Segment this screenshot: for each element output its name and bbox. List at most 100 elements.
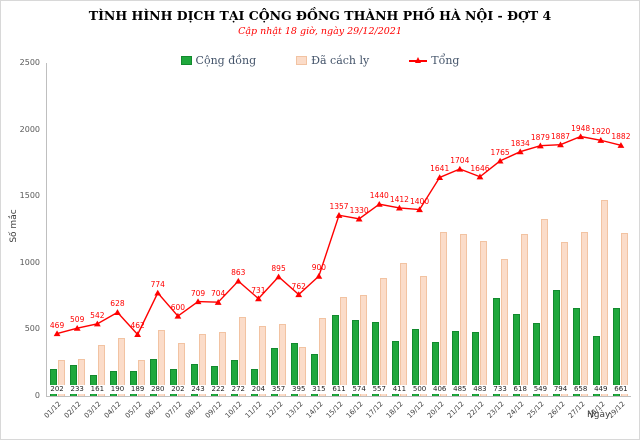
bar-da-cach-ly xyxy=(218,331,226,396)
bar-cong-dong xyxy=(170,369,178,396)
total-point-label: 1400 xyxy=(410,196,430,206)
total-point-marker-icon xyxy=(154,289,162,296)
bar-da-cach-ly xyxy=(279,324,287,396)
bar-da-cach-ly xyxy=(399,262,407,396)
total-point-marker-icon xyxy=(295,291,303,298)
total-point-marker-icon xyxy=(234,277,242,284)
bar-cong-dong xyxy=(553,290,561,396)
total-point-label: 895 xyxy=(271,263,286,273)
legend-item-tong: Tổng xyxy=(409,54,459,67)
bar-value-label: 395 xyxy=(289,385,308,394)
quarantine-swatch-icon xyxy=(296,56,308,65)
chart-title: TÌNH HÌNH DỊCH TẠI CỘNG ĐỒNG THÀNH PHỐ H… xyxy=(88,8,552,23)
total-point-marker-icon xyxy=(476,173,484,180)
bar-cong-dong xyxy=(250,368,258,396)
total-point-label: 774 xyxy=(150,279,165,289)
bar-value-label: 485 xyxy=(450,385,469,394)
bar-cong-dong xyxy=(412,329,420,396)
bar-value-label: 618 xyxy=(511,385,530,394)
y-tick-label: 2000 xyxy=(19,124,40,134)
legend-label-cong-dong: Cộng đồng xyxy=(195,54,257,67)
total-point-label: 1357 xyxy=(329,202,349,212)
community-swatch-icon xyxy=(180,56,192,65)
bar-da-cach-ly xyxy=(460,233,468,396)
total-point-marker-icon xyxy=(214,299,222,305)
bar-value-label: 190 xyxy=(108,385,127,394)
bar-cong-dong xyxy=(271,348,279,396)
bar-value-label: 406 xyxy=(430,385,449,394)
total-point-label: 1646 xyxy=(470,163,490,173)
total-point-marker-icon xyxy=(255,295,262,302)
bar-da-cach-ly xyxy=(540,218,548,396)
legend-label-da-cach-ly: Đã cách ly xyxy=(311,54,370,67)
bar-value-label: 204 xyxy=(249,385,268,394)
y-tick-label: 1000 xyxy=(19,257,40,267)
total-point-marker-icon xyxy=(577,133,585,140)
x-axis-ticks: 01/12 02/12 03/12 04/12 05/12 06/12 07/12 08/12… xyxy=(43,397,630,437)
bar-cong-dong xyxy=(613,307,621,396)
bar-cong-dong xyxy=(512,313,520,396)
total-point-marker-icon xyxy=(114,309,121,315)
total-point-marker-icon xyxy=(174,312,182,319)
bar-cong-dong xyxy=(452,331,460,396)
total-point-label: 1704 xyxy=(450,156,470,166)
total-point-label: 1412 xyxy=(389,194,409,204)
bar-value-label: 449 xyxy=(591,385,610,394)
total-point-label: 1440 xyxy=(369,191,389,201)
bar-cong-dong xyxy=(593,336,601,396)
bar-da-cach-ly xyxy=(319,318,327,396)
bar-cong-dong xyxy=(291,343,299,396)
total-point-label: 469 xyxy=(49,320,65,330)
total-point-label: 1765 xyxy=(490,147,510,157)
bar-cong-dong xyxy=(311,354,319,396)
total-point-label: 900 xyxy=(311,263,327,273)
total-point-marker-icon xyxy=(375,200,383,207)
total-line xyxy=(53,133,625,338)
plot-area: 202 469 233 509 161 542 190 628 189 462 280 774 202 6… xyxy=(46,63,631,397)
y-axis-ticks: 0 500 1000 1500 2000 2500 xyxy=(1,58,43,400)
bar-da-cach-ly xyxy=(480,241,488,396)
total-point-marker-icon xyxy=(53,330,61,337)
total-point-marker-icon xyxy=(275,273,282,280)
bar-da-cach-ly xyxy=(520,234,528,396)
bar-da-cach-ly xyxy=(299,347,307,396)
y-tick-label: 1500 xyxy=(19,191,40,201)
bar-da-cach-ly xyxy=(379,278,387,396)
bar-value-label: 243 xyxy=(189,385,208,394)
bar-da-cach-ly xyxy=(158,330,166,396)
bar-da-cach-ly xyxy=(138,359,146,396)
bar-cong-dong xyxy=(109,370,117,396)
total-point-label: 542 xyxy=(90,310,105,320)
bar-cong-dong xyxy=(130,370,138,396)
total-point-label: 762 xyxy=(291,281,306,291)
bar-da-cach-ly xyxy=(581,232,589,396)
total-point-label: 1834 xyxy=(510,138,530,148)
bar-cong-dong xyxy=(49,369,57,396)
total-point-marker-icon xyxy=(416,206,423,213)
total-point-marker-icon xyxy=(73,325,81,331)
bar-da-cach-ly xyxy=(601,200,609,396)
total-point-marker-icon xyxy=(436,174,444,181)
bar-value-label: 658 xyxy=(571,385,590,394)
bar-value-label: 794 xyxy=(551,385,570,394)
bar-da-cach-ly xyxy=(97,345,105,396)
bar-da-cach-ly xyxy=(57,360,65,396)
bar-value-label: 202 xyxy=(168,385,187,394)
bar-value-label: 411 xyxy=(390,385,409,394)
total-point-label: 1920 xyxy=(591,127,611,137)
bar-cong-dong xyxy=(573,308,581,396)
bar-value-label: 315 xyxy=(309,385,328,394)
total-point-label: 709 xyxy=(190,288,206,298)
bar-value-label: 189 xyxy=(128,385,147,394)
bar-da-cach-ly xyxy=(621,233,629,396)
bar-da-cach-ly xyxy=(77,359,85,396)
total-point-label: 1882 xyxy=(611,132,631,142)
total-point-label: 1948 xyxy=(571,123,591,133)
bar-value-label: 733 xyxy=(491,385,510,394)
bar-value-label: 222 xyxy=(209,385,228,394)
bar-cong-dong xyxy=(210,366,218,396)
total-point-marker-icon xyxy=(355,215,363,222)
bar-value-label: 483 xyxy=(470,385,489,394)
bar-da-cach-ly xyxy=(420,276,428,396)
